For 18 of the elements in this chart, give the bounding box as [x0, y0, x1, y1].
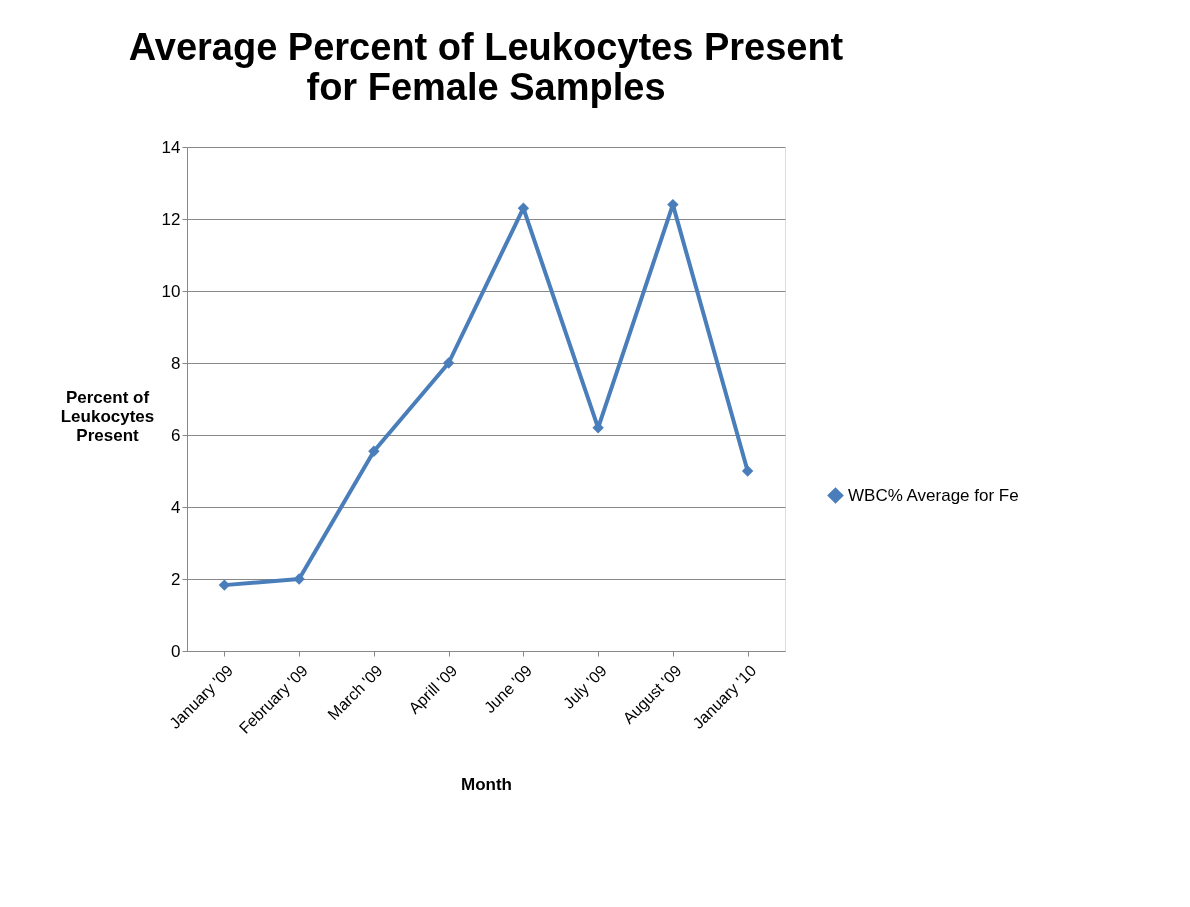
y-tick-label: 0	[171, 641, 181, 661]
y-tick-label: 10	[161, 281, 181, 301]
y-tick-label: 8	[171, 353, 181, 373]
point	[368, 445, 380, 457]
point	[517, 202, 530, 214]
point	[442, 357, 455, 369]
point	[741, 465, 754, 477]
legend-label: WBC% Average for Fe	[848, 485, 1019, 505]
point	[293, 573, 305, 585]
y-tick-label: 4	[171, 497, 181, 517]
x-axis-title: Month	[461, 774, 512, 794]
y-axis-title: Percent of Leukocytes Present	[60, 387, 155, 445]
x-tick-label: July '09	[559, 661, 611, 712]
y-tick-label: 6	[171, 425, 181, 445]
chart-title: Average Percent of Leukocytes Present for Female Samples	[128, 26, 844, 108]
y-tick-label: 12	[161, 209, 181, 229]
y-tick-label: 2	[171, 569, 181, 589]
y-tick-label: 14	[161, 137, 181, 157]
